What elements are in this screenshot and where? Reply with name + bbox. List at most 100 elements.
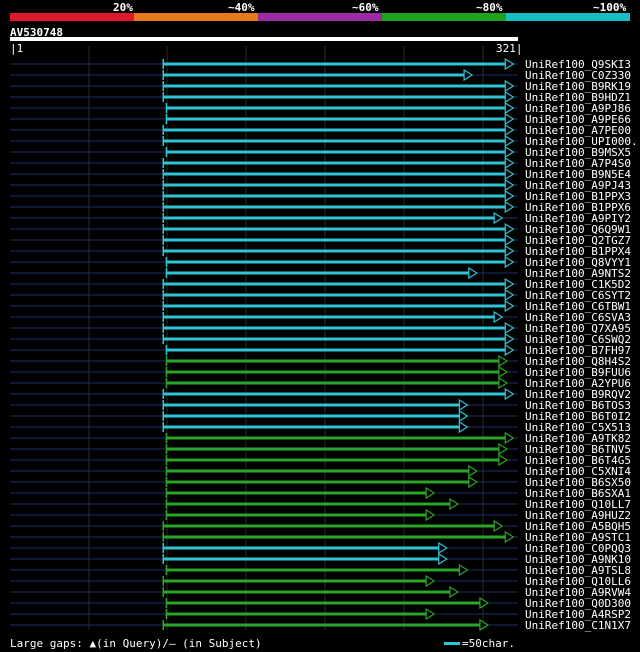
hit-start-tick: [162, 202, 165, 212]
hit-label: UniRef100_B6T0I2: [525, 410, 631, 423]
hit-label: UniRef100_C6SVA3: [525, 311, 631, 324]
hit-arrow: [504, 387, 515, 401]
hit-start-tick: [162, 334, 165, 344]
hit-label: UniRef100_B9RK19: [525, 80, 631, 93]
hit-arrow: [504, 123, 515, 137]
hit-bar: [166, 106, 507, 110]
hit-start-tick: [162, 312, 165, 322]
hit-label: UniRef100_A9PIY2: [525, 212, 631, 225]
hit-bar: [163, 238, 507, 242]
hit-bar: [163, 414, 461, 418]
hit-arrow: [493, 211, 504, 225]
hit-start-tick: [165, 466, 168, 476]
hit-arrow: [425, 607, 436, 621]
hit-start-tick: [162, 576, 165, 586]
hit-label: UniRef100_A5BQH5: [525, 520, 631, 533]
hit-start-tick: [162, 290, 165, 300]
hit-start-tick: [162, 59, 165, 69]
hit-label: UniRef100_Q9SKI3: [525, 58, 631, 71]
hit-bar: [166, 502, 451, 506]
hit-bar: [166, 513, 428, 517]
scale-label-60: ~60%: [352, 1, 379, 14]
query-bar: [10, 37, 518, 41]
hit-bar: [163, 623, 481, 627]
color-seg-60: [258, 13, 382, 21]
scale-label-20: 20%: [113, 1, 133, 14]
scale-label-100: ~100%: [593, 1, 627, 14]
hit-arrow: [449, 497, 459, 511]
hit-bar: [163, 535, 507, 539]
hit-bar: [166, 469, 470, 473]
hit-label: UniRef100_A7PE00: [525, 124, 631, 137]
hit-start-tick: [162, 213, 165, 223]
hit-start-tick: [162, 543, 165, 553]
hit-start-tick: [165, 147, 168, 157]
hit-label: UniRef100_Q8H4S2: [525, 355, 631, 368]
hit-arrow: [504, 156, 515, 170]
hit-arrow: [479, 596, 490, 610]
legend-scale: =50char.: [444, 637, 515, 650]
hit-start-tick: [162, 532, 165, 542]
hit-start-tick: [165, 455, 168, 465]
hit-start-tick: [162, 554, 165, 564]
hit-arrow: [458, 409, 469, 423]
hit-bar: [163, 249, 507, 253]
hit-bar: [166, 271, 470, 275]
hit-arrow: [498, 354, 509, 368]
hit-label: UniRef100_UPI000..: [525, 135, 640, 148]
hit-label: UniRef100_C0Z330: [525, 69, 631, 82]
ruler-end: 321|: [496, 42, 523, 55]
hit-arrow: [498, 442, 509, 456]
hit-arrow: [498, 365, 509, 379]
hit-start-tick: [162, 279, 165, 289]
hit-bar: [163, 403, 461, 407]
hit-bar: [163, 579, 428, 583]
hit-arrow: [468, 266, 478, 280]
hit-arrow: [493, 310, 504, 324]
hit-arrow: [504, 189, 515, 203]
hit-bar: [163, 227, 507, 231]
hit-bar: [166, 348, 507, 352]
hit-bar: [163, 128, 507, 132]
hit-label: UniRef100_A9PJ86: [525, 102, 631, 115]
hit-bar: [163, 183, 507, 187]
hit-bar: [163, 546, 440, 550]
hit-start-tick: [165, 268, 168, 278]
hit-label: UniRef100_Q10LL6: [525, 575, 631, 588]
hit-bar: [163, 172, 507, 176]
hit-arrow: [504, 343, 515, 357]
hit-label: UniRef100_A9TSL8: [525, 564, 631, 577]
hit-label: UniRef100_Q7XA95: [525, 322, 631, 335]
hit-start-tick: [165, 345, 168, 355]
hit-arrow: [504, 299, 515, 313]
hit-arrow: [504, 178, 515, 192]
hit-arrow: [463, 68, 474, 82]
hit-arrow: [504, 112, 515, 126]
hit-arrow: [479, 618, 490, 632]
hit-arrow: [504, 101, 515, 115]
hit-bar: [163, 95, 507, 99]
hit-bar: [163, 425, 461, 429]
hit-bar: [166, 370, 500, 374]
hit-start-tick: [165, 114, 168, 124]
hit-start-tick: [165, 257, 168, 267]
hit-bar: [163, 139, 507, 143]
hit-bar: [166, 381, 500, 385]
hit-bar: [163, 293, 507, 297]
hit-arrow: [504, 321, 515, 335]
hit-start-tick: [162, 191, 165, 201]
hit-arrow: [504, 79, 515, 93]
hit-label: UniRef100_A4RSP2: [525, 608, 631, 621]
hit-label: UniRef100_Q0D300: [525, 597, 631, 610]
hit-bar: [163, 392, 507, 396]
hit-bar: [163, 337, 507, 341]
hit-label: UniRef100_A9PE66: [525, 113, 631, 126]
hit-bar: [163, 194, 507, 198]
hit-label: UniRef100_A9PJ43: [525, 179, 631, 192]
hit-label: UniRef100_B1PPX6: [525, 201, 631, 214]
hit-start-tick: [162, 411, 165, 421]
hit-arrow: [468, 475, 478, 489]
hit-arrow: [458, 420, 469, 434]
hit-bar: [166, 260, 507, 264]
